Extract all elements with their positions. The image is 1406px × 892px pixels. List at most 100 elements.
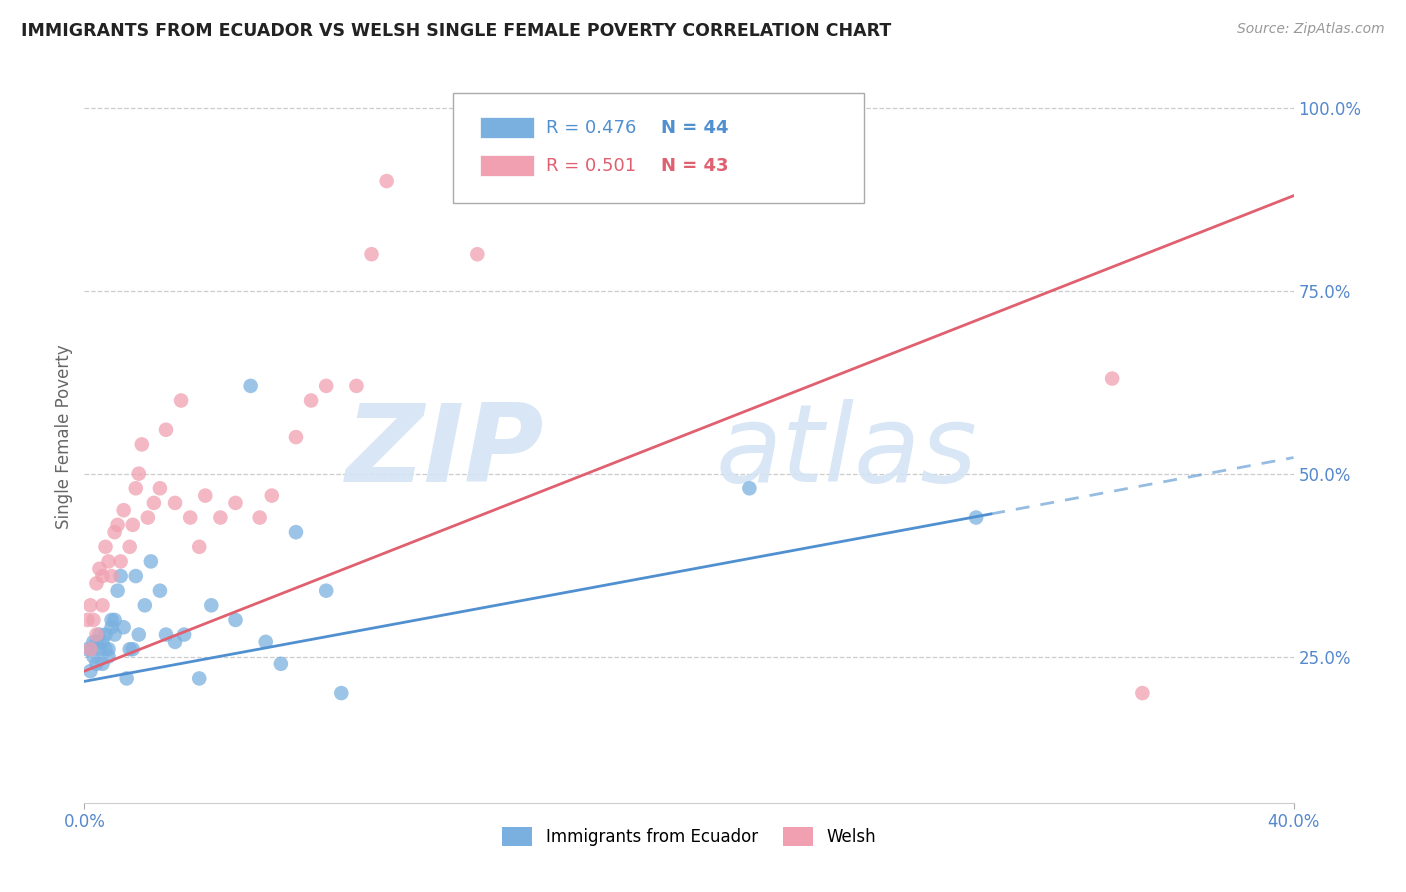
- Text: IMMIGRANTS FROM ECUADOR VS WELSH SINGLE FEMALE POVERTY CORRELATION CHART: IMMIGRANTS FROM ECUADOR VS WELSH SINGLE …: [21, 22, 891, 40]
- Point: [125, 481, 148, 495]
- Point: [94, 627, 117, 641]
- Point: [170, 393, 193, 408]
- Point: [165, 496, 187, 510]
- Point: [100, 569, 122, 583]
- Point: [155, 627, 177, 641]
- Point: [299, 393, 322, 408]
- Point: [121, 517, 143, 532]
- Point: [1130, 686, 1153, 700]
- Point: [225, 613, 247, 627]
- FancyBboxPatch shape: [453, 94, 865, 203]
- Point: [97, 642, 120, 657]
- Text: atlas: atlas: [716, 400, 977, 504]
- Point: [89, 562, 111, 576]
- Point: [173, 627, 195, 641]
- Point: [188, 540, 211, 554]
- Point: [285, 430, 308, 444]
- Point: [142, 496, 165, 510]
- Point: [965, 510, 987, 524]
- Point: [249, 510, 271, 524]
- Point: [107, 583, 129, 598]
- Point: [270, 657, 292, 671]
- Point: [254, 635, 277, 649]
- Point: [131, 437, 153, 451]
- Point: [82, 613, 104, 627]
- Point: [76, 613, 98, 627]
- Point: [100, 613, 122, 627]
- Text: N = 44: N = 44: [661, 119, 728, 136]
- Point: [76, 642, 98, 657]
- Point: [118, 642, 141, 657]
- Point: [128, 627, 150, 641]
- Point: [79, 642, 101, 657]
- Point: [285, 525, 308, 540]
- Point: [239, 379, 262, 393]
- Point: [155, 423, 177, 437]
- FancyBboxPatch shape: [479, 155, 534, 176]
- Text: R = 0.501: R = 0.501: [547, 157, 637, 175]
- Point: [346, 379, 368, 393]
- Point: [79, 664, 101, 678]
- Point: [115, 672, 138, 686]
- Point: [79, 642, 101, 657]
- Point: [91, 569, 114, 583]
- Point: [100, 620, 122, 634]
- Point: [82, 635, 104, 649]
- Point: [107, 517, 129, 532]
- Point: [188, 672, 211, 686]
- Text: R = 0.476: R = 0.476: [547, 119, 637, 136]
- Point: [315, 583, 337, 598]
- Point: [165, 635, 187, 649]
- Point: [179, 510, 201, 524]
- Point: [128, 467, 150, 481]
- Point: [209, 510, 232, 524]
- Point: [467, 247, 489, 261]
- Point: [375, 174, 398, 188]
- Point: [86, 657, 108, 671]
- Point: [86, 627, 108, 641]
- Point: [136, 510, 159, 524]
- Point: [112, 503, 135, 517]
- Point: [738, 481, 761, 495]
- Point: [104, 627, 127, 641]
- Point: [89, 642, 111, 657]
- Point: [125, 569, 148, 583]
- Point: [79, 599, 101, 613]
- FancyBboxPatch shape: [479, 118, 534, 138]
- Point: [149, 481, 172, 495]
- Point: [149, 583, 172, 598]
- Point: [315, 379, 337, 393]
- Text: N = 43: N = 43: [661, 157, 728, 175]
- Point: [86, 635, 108, 649]
- Point: [360, 247, 382, 261]
- Point: [1101, 371, 1123, 385]
- Point: [225, 496, 247, 510]
- Point: [139, 554, 162, 568]
- Y-axis label: Single Female Poverty: Single Female Poverty: [55, 345, 73, 529]
- Point: [91, 657, 114, 671]
- Text: Source: ZipAtlas.com: Source: ZipAtlas.com: [1237, 22, 1385, 37]
- Point: [97, 649, 120, 664]
- Point: [112, 620, 135, 634]
- Point: [330, 686, 353, 700]
- Point: [86, 576, 108, 591]
- Point: [97, 554, 120, 568]
- Point: [91, 635, 114, 649]
- Point: [89, 627, 111, 641]
- Point: [94, 642, 117, 657]
- Point: [194, 489, 217, 503]
- Point: [104, 613, 127, 627]
- Point: [260, 489, 283, 503]
- Point: [110, 569, 132, 583]
- Point: [121, 642, 143, 657]
- Point: [82, 649, 104, 664]
- Point: [91, 599, 114, 613]
- Text: ZIP: ZIP: [346, 399, 544, 505]
- Point: [134, 599, 156, 613]
- Point: [104, 525, 127, 540]
- Legend: Immigrants from Ecuador, Welsh: Immigrants from Ecuador, Welsh: [495, 821, 883, 853]
- Point: [118, 540, 141, 554]
- Point: [94, 540, 117, 554]
- Point: [110, 554, 132, 568]
- Point: [200, 599, 222, 613]
